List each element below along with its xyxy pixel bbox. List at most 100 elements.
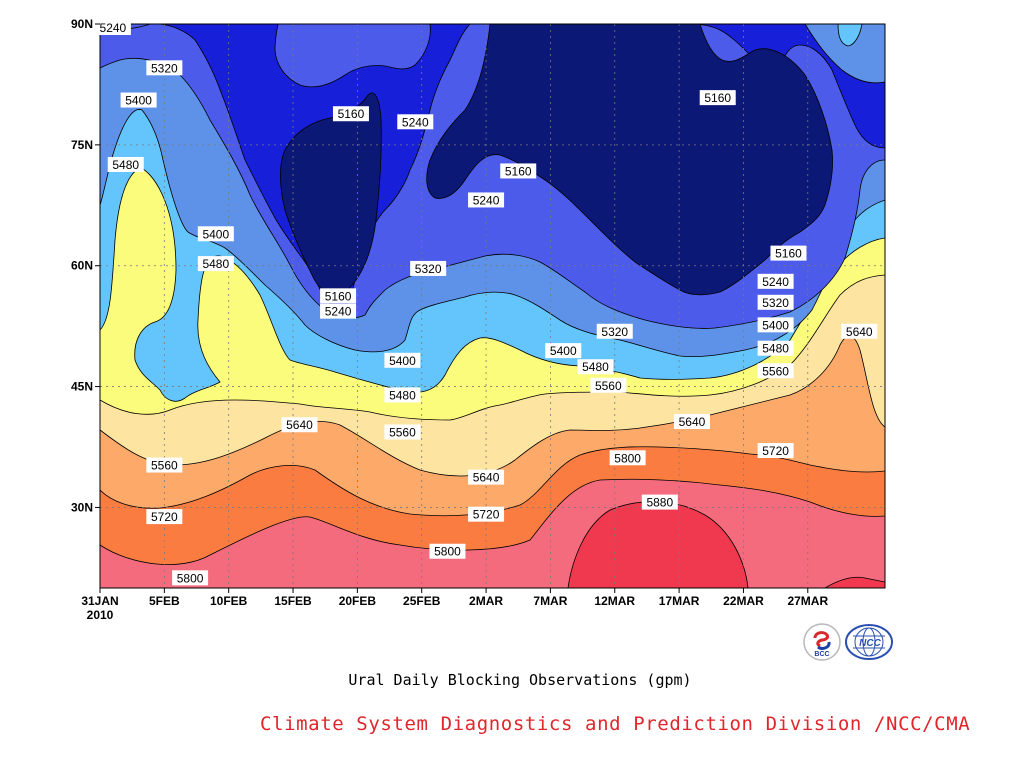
contour-label: 5480 [107,157,144,172]
x-tick-label: 17MAR [659,594,700,608]
contour-label-value: 5400 [389,354,416,368]
contour-label: 5560 [757,363,794,379]
contour-label: 5480 [197,256,234,272]
band-5880-patch [824,576,885,588]
contour-label-value: 5640 [473,471,500,485]
contour-label-value: 5320 [151,61,178,75]
x-year-label: 2010 [87,608,114,622]
contour-label: 5320 [146,60,183,76]
contour-label-value: 5640 [679,415,706,429]
chart-title: Ural Daily Blocking Observations (gpm) [348,671,692,689]
contour-label-value: 5160 [775,247,802,261]
y-axis: 30N 45N 60N 75N 90N [71,17,100,514]
band-5480-corner [837,24,863,47]
contour-label-value: 5240 [325,305,352,319]
x-tick-label: 15FEB [274,594,312,608]
contour-label-value: 5240 [762,275,789,289]
y-tick-label: 60N [71,259,93,273]
contour-label: 5400 [384,352,421,368]
contour-label: 5160 [699,90,736,106]
contour-label: 5400 [757,317,794,333]
contour-label: 5320 [757,294,794,310]
contour-label-value: 5480 [202,257,229,271]
bcc-logo-text: BCC [814,651,829,658]
plot-frame [99,23,886,589]
contour-label: 5240 [757,273,794,289]
contour-label: 5480 [577,359,614,375]
contour-label: 5800 [429,543,466,559]
x-tick-label: 22MAR [723,594,764,608]
contour-label: 5320 [410,260,447,276]
contour-label-value: 5400 [550,344,577,358]
x-tick-label: 10FEB [210,594,248,608]
contour-label-value: 5240 [402,115,429,129]
x-tick-label: 12MAR [594,594,635,608]
contour-label-value: 5400 [125,94,152,108]
contour-label: 5640 [841,323,878,339]
contour-label: 5160 [770,245,807,261]
y-tick-label: 30N [71,500,93,514]
contour-label-value: 5400 [762,318,789,332]
contour-label-value: 5320 [601,325,628,339]
contour-label: 5160 [500,163,537,179]
contour-label-value: 5560 [389,425,416,439]
y-tick-label: 45N [71,380,93,394]
contour-label-value: 5160 [505,164,532,178]
contour-label: 5240 [397,114,434,130]
contour-label-value: 5560 [151,459,178,473]
contour-label-value: 5560 [595,379,622,393]
contour-label: 5800 [172,570,209,586]
contour-label-value: 5320 [762,296,789,310]
contour-label: 5480 [384,387,421,403]
contour-label: 5720 [146,509,183,525]
contour-label-value: 5480 [112,158,139,172]
contour-label-value: 5160 [338,107,365,121]
contour-label-value: 5400 [202,227,229,241]
band-5240-blob [274,24,431,88]
contour-label: 5720 [757,443,794,459]
contour-label-value: 5640 [286,418,313,432]
contour-label: 5400 [120,92,157,108]
contour-label: 5240 [320,303,357,319]
contour-label-value: 5720 [762,444,789,458]
x-tick-label: 2MAR [469,594,503,608]
contour-label-value: 5480 [582,360,609,374]
contour-fill-layers [100,24,885,588]
contour-label-value: 5720 [151,510,178,524]
contour-label: 5400 [197,226,234,242]
band-5400-corner [804,24,885,84]
contour-label: 5800 [609,450,646,466]
chart-source: Climate System Diagnostics and Predictio… [260,713,971,735]
contour-label: 5160 [332,106,369,122]
contour-label: 5560 [590,377,627,393]
bcc-logo: BCC [803,623,841,661]
contour-label: 5720 [468,506,505,522]
contour-labels: 5240 5320 5400 5480 5160 5240 5160 5160 5240 5400… [94,20,878,586]
x-tick-label: 20FEB [339,594,377,608]
y-tick-label: 90N [71,17,93,31]
contour-label: 5560 [146,457,183,473]
ncc-logo-text: NCC [859,638,881,649]
contour-label-value: 5480 [762,342,789,356]
contour-label-value: 5160 [704,91,731,105]
contour-label-value: 5320 [415,262,442,276]
contour-label-value: 5160 [325,289,352,303]
contour-label: 5640 [673,414,710,430]
contour-label-value: 5800 [614,451,641,465]
y-tick-label: 75N [71,138,93,152]
ncc-logo: NCC [845,624,893,660]
contour-label: 5240 [94,20,131,36]
contour-label-value: 5880 [646,496,673,510]
contour-label-value: 5800 [177,571,204,585]
x-tick-label: 25FEB [403,594,441,608]
x-tick-label: 5FEB [149,594,180,608]
contour-label: 5640 [468,469,505,485]
contour-label-value: 5800 [434,545,461,559]
x-tick-label: 27MAR [787,594,828,608]
x-tick-label: 7MAR [533,594,567,608]
grid [100,24,885,588]
contour-label-value: 5480 [389,388,416,402]
contour-label: 5880 [641,494,678,510]
contour-label-value: 5560 [762,364,789,378]
